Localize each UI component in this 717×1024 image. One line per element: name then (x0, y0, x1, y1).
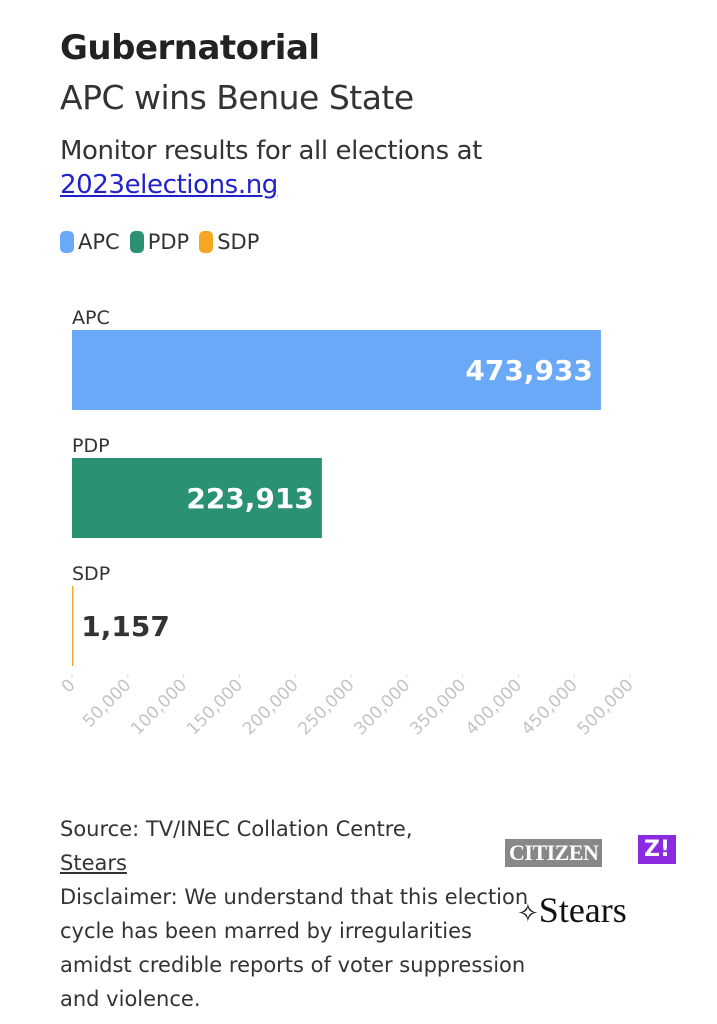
legend: APC PDP SDP (60, 230, 259, 254)
intro-text: Monitor results for all elections at (60, 136, 482, 166)
x-tick-label: 300,000 (350, 675, 414, 739)
stears-logo: ✧Stears (517, 890, 627, 930)
bar (72, 330, 601, 410)
legend-label: APC (78, 230, 120, 254)
x-tick-label: 150,000 (183, 675, 247, 739)
x-tick-label: 350,000 (406, 675, 470, 739)
source-link[interactable]: Stears (60, 851, 127, 875)
value-label: 473,933 (465, 354, 593, 387)
x-tick-label: 0 (58, 675, 80, 697)
disclaimer: Disclaimer: We understand that this elec… (60, 885, 529, 1011)
bar (72, 458, 322, 538)
legend-swatch (129, 231, 144, 253)
legend-label: PDP (147, 230, 190, 254)
elections-link[interactable]: 2023elections.ng (60, 170, 278, 200)
source-text: Source: TV/INEC Collation Centre, (60, 817, 413, 841)
zikoko-logo: Z! (638, 835, 676, 864)
x-tick-label: 50,000 (79, 675, 135, 731)
legend-item: PDP (129, 230, 190, 254)
chart-subtitle: APC wins Benue State (60, 78, 414, 117)
category-label: PDP (72, 435, 110, 457)
x-tick-label: 250,000 (295, 675, 359, 739)
category-label: SDP (72, 563, 110, 585)
x-tick-label: 400,000 (462, 675, 526, 739)
bar (72, 586, 74, 666)
legend-label: SDP (217, 230, 260, 254)
chart: APC 473,933 PDP 223,913 SDP 1,157 0 50,000100,0… (58, 307, 638, 739)
category-label: APC (72, 307, 110, 329)
legend-swatch (199, 231, 214, 253)
chart-title: Gubernatorial (60, 28, 320, 68)
value-label: 223,913 (186, 482, 314, 515)
x-tick-label: 500,000 (574, 675, 638, 739)
legend-item: APC (60, 230, 120, 254)
footer: Source: TV/INEC Collation Centre, Stears… (60, 812, 530, 1016)
x-tick-label: 200,000 (239, 675, 303, 739)
legend-swatch (60, 231, 74, 253)
x-tick-label: 100,000 (127, 675, 191, 739)
value-label: 1,157 (81, 610, 170, 643)
citizen-logo: CITIZEN (505, 839, 603, 867)
stears-text: Stears (538, 890, 627, 930)
legend-item: SDP (199, 230, 259, 254)
x-tick-label: 450,000 (518, 675, 582, 739)
